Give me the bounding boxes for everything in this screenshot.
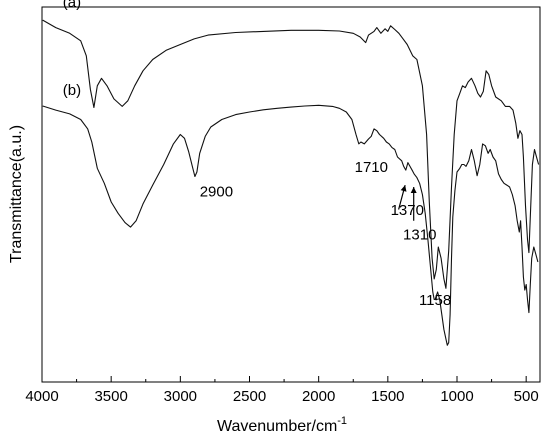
x-tick-label: 2000 <box>302 388 335 405</box>
x-axis-ticks <box>41 376 527 382</box>
peak-label: 1370 <box>391 202 424 219</box>
peak-label: 1710 <box>355 159 388 176</box>
annotation-arrow-head <box>410 187 417 193</box>
x-tick-label: 3500 <box>94 388 127 405</box>
plot-frame <box>41 6 541 383</box>
x-tick-label: 3000 <box>164 388 197 405</box>
annotation-layer: (a) (b) 2900 1710 1370 1310 1158 <box>63 0 451 309</box>
annotation-arrow-head <box>400 185 407 192</box>
x-axis-title-text: Wavenumber/cm <box>217 418 337 435</box>
y-axis-title: Transmittance(a.u.) <box>8 125 25 263</box>
x-tick-label: 1000 <box>440 388 473 405</box>
peak-label: 2900 <box>200 183 233 200</box>
series-layer <box>42 19 540 346</box>
x-tick-label: 500 <box>514 388 539 405</box>
series-label: (b) <box>63 82 81 99</box>
x-axis-title: Wavenumber/cm-1 <box>217 415 347 435</box>
series-label: (a) <box>63 0 81 11</box>
arrow-layer <box>398 184 417 221</box>
x-tick-label: 4000 <box>25 388 58 405</box>
peak-label: 1310 <box>403 227 436 244</box>
x-tick-label: 2500 <box>233 388 266 405</box>
x-tick-label: 1500 <box>371 388 404 405</box>
series-line-b <box>42 104 539 346</box>
peak-label: 1158 <box>419 292 451 309</box>
x-axis-title-superscript: -1 <box>337 415 347 427</box>
x-axis-tick-labels: 4000 3500 3000 2500 2000 1500 1000 500 <box>25 388 538 405</box>
series-line-a <box>42 19 540 289</box>
